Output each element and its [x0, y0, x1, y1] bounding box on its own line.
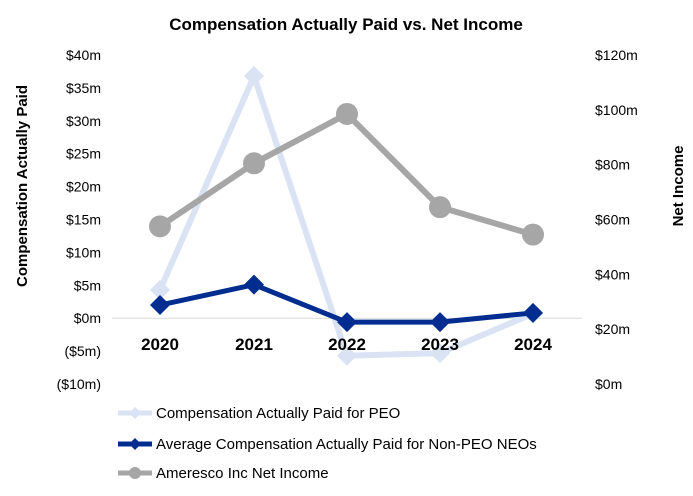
series-line — [158, 110, 534, 238]
series-point — [430, 343, 450, 364]
legend-label: Average Compensation Actually Paid for N… — [156, 436, 537, 453]
series-point — [337, 345, 357, 366]
x-tick-label: 2023 — [421, 335, 459, 354]
legend-swatch-marker — [129, 438, 141, 450]
y-tick-label: ($5m) — [64, 343, 101, 359]
series-point — [429, 196, 451, 219]
y-tick-label: $35m — [66, 80, 101, 96]
legend-swatch-marker — [129, 467, 141, 479]
legend-label: Compensation Actually Paid for PEO — [156, 405, 400, 422]
chart-title: Compensation Actually Paid vs. Net Incom… — [169, 15, 523, 34]
series-point — [150, 279, 170, 300]
y-tick-label: ($10m) — [57, 376, 101, 392]
y-tick-label: $20m — [66, 179, 101, 195]
series-point — [244, 66, 264, 87]
y2-tick-label: $40m — [595, 266, 630, 282]
series-point — [243, 152, 265, 175]
y-axis-title: Compensation Actually Paid — [14, 85, 31, 287]
legend: Compensation Actually Paid for PEO Averag… — [118, 405, 537, 482]
x-tick-label: 2021 — [235, 335, 273, 354]
y2-tick-label: $20m — [595, 321, 630, 337]
series-point — [150, 295, 170, 316]
x-tick-label: 2020 — [141, 335, 179, 354]
y-tick-label: $10m — [66, 244, 101, 260]
series-point — [523, 302, 543, 323]
series-3 — [149, 102, 544, 246]
y2-tick-label: $100m — [595, 102, 638, 118]
series-point — [522, 223, 544, 246]
legend-label: Ameresco Inc Net Income — [156, 465, 329, 482]
y2-tick-label: $120m — [595, 47, 638, 63]
y-tick-label: $40m — [66, 47, 101, 63]
y2-tick-label: $80m — [595, 157, 630, 173]
category-labels: 2020 2021 2022 2023 2024 — [141, 335, 552, 354]
right-axis-ticks: $120m $100m $80m $60m $40m $20m $0m — [595, 47, 638, 392]
series-point — [336, 102, 358, 125]
y2-tick-label: $60m — [595, 212, 630, 228]
y-tick-label: $5m — [74, 277, 101, 293]
series-point — [430, 312, 450, 333]
left-axis-ticks: $40m $35m $30m $25m $20m $15m $10m $5m $0m ($5m) (… — [57, 47, 101, 392]
series-point — [337, 312, 357, 333]
series-1 — [150, 66, 543, 366]
x-tick-label: 2022 — [328, 335, 366, 354]
y-tick-label: $0m — [74, 310, 101, 326]
y-tick-label: $15m — [66, 212, 101, 228]
series-2 — [150, 274, 543, 333]
y2-tick-label: $0m — [595, 376, 622, 392]
y-tick-label: $30m — [66, 113, 101, 129]
legend-swatch-marker — [129, 407, 141, 419]
y2-axis-title: Net Income — [670, 146, 687, 227]
series-layer — [149, 66, 544, 366]
series-point — [244, 274, 264, 295]
x-tick-label: 2024 — [514, 335, 552, 354]
series-point — [149, 215, 171, 238]
y-tick-label: $25m — [66, 146, 101, 162]
